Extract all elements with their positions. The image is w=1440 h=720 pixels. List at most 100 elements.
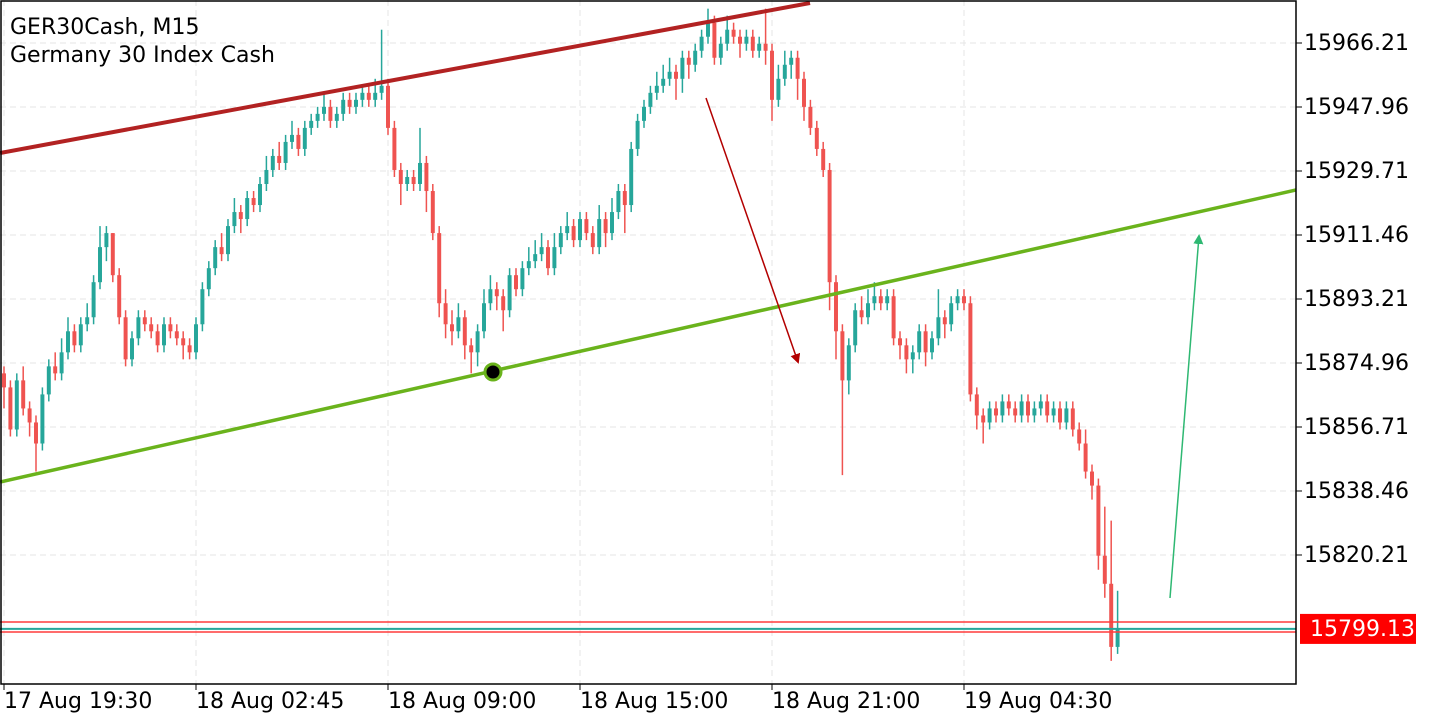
candle-body xyxy=(309,120,314,128)
candle-body xyxy=(552,247,557,269)
candle-body xyxy=(1109,583,1114,647)
candle-body xyxy=(693,50,698,65)
candle-body xyxy=(930,338,934,353)
candle-body xyxy=(360,92,365,100)
candle-body xyxy=(584,219,589,234)
candle-body xyxy=(123,317,128,360)
candle-body xyxy=(802,78,806,107)
candle-body xyxy=(155,331,160,346)
candle-body xyxy=(686,57,691,65)
candle-body xyxy=(398,169,403,185)
candle-body xyxy=(680,57,685,79)
candle-body xyxy=(936,317,941,339)
candle-body xyxy=(738,36,742,44)
candle-body xyxy=(418,162,422,185)
candle-body xyxy=(731,29,736,37)
x-tick-label: 19 Aug 04:30 xyxy=(964,689,1112,714)
candle-body xyxy=(955,296,960,304)
candle-body xyxy=(437,233,442,304)
candle-body xyxy=(232,212,237,227)
candle-body xyxy=(14,380,19,430)
candle-body xyxy=(1019,401,1024,416)
candle-body xyxy=(238,212,243,220)
y-tick-label: 15947.96 xyxy=(1304,95,1409,120)
candle-body xyxy=(661,78,666,86)
candle-body xyxy=(603,219,608,234)
candle-body xyxy=(392,127,397,170)
candle-body xyxy=(885,296,890,304)
candle-body xyxy=(354,99,358,107)
candle-body xyxy=(270,155,275,170)
candle-body xyxy=(942,317,947,325)
candle-body xyxy=(142,317,147,325)
candle-body xyxy=(565,226,570,234)
candle-body xyxy=(795,57,800,79)
candle-body xyxy=(846,345,851,381)
candle-body xyxy=(1006,401,1011,409)
candle-body xyxy=(520,268,525,290)
candle-body xyxy=(424,162,429,192)
candle-body xyxy=(200,289,205,325)
candle-body xyxy=(514,275,518,290)
candle-body xyxy=(834,282,838,332)
candle-body xyxy=(213,247,218,269)
candle-body xyxy=(718,43,723,58)
chart-title: GER30Cash, M15 xyxy=(10,15,199,40)
candle-body xyxy=(53,366,58,374)
candle-body xyxy=(482,303,486,332)
x-tick-label: 18 Aug 21:00 xyxy=(772,689,920,714)
x-tick-label: 18 Aug 15:00 xyxy=(580,689,728,714)
resistance-trendline xyxy=(0,1,811,155)
candle-body xyxy=(526,261,531,269)
candle-body xyxy=(674,71,678,79)
y-tick-label: 15911.46 xyxy=(1304,223,1409,248)
candle-body xyxy=(283,141,288,163)
candle-body xyxy=(629,148,634,206)
candle-body xyxy=(1026,401,1030,416)
candle-body xyxy=(315,113,320,121)
candle-body xyxy=(635,120,640,149)
candle-body xyxy=(21,380,26,409)
candle-body xyxy=(507,275,512,311)
x-tick-label: 17 Aug 19:30 xyxy=(4,689,152,714)
candle-body xyxy=(654,85,659,93)
candle-body xyxy=(206,268,211,290)
y-tick-label: 15856.71 xyxy=(1304,415,1409,440)
candle-body xyxy=(245,198,250,220)
current-price-box xyxy=(1300,613,1416,644)
candle-body xyxy=(1013,408,1018,416)
candle-body xyxy=(546,247,550,269)
candle-body xyxy=(571,226,576,241)
candle-body xyxy=(712,22,717,58)
candle-body xyxy=(1090,471,1094,486)
candle-body xyxy=(821,148,826,170)
candle-body xyxy=(328,106,333,121)
candle-body xyxy=(27,408,32,423)
candle-body xyxy=(411,176,416,185)
candle-body xyxy=(290,134,294,142)
candle-body xyxy=(853,310,858,346)
candle-body xyxy=(808,106,813,128)
candle-body xyxy=(1064,408,1069,423)
candle-body xyxy=(1096,485,1101,556)
candle-body xyxy=(488,289,493,304)
candle-body xyxy=(1083,443,1088,472)
candle-body xyxy=(226,226,230,255)
y-tick-label: 15820.21 xyxy=(1304,543,1409,568)
candle-body xyxy=(258,184,262,206)
candle-body xyxy=(782,64,787,79)
candle-body xyxy=(2,373,6,388)
candle-body xyxy=(40,394,45,444)
candle-body xyxy=(590,233,595,248)
candle-body xyxy=(302,127,307,149)
candle-body xyxy=(149,324,154,332)
candle-body xyxy=(1038,401,1043,409)
candle-body xyxy=(1102,555,1107,584)
up-arrow xyxy=(1169,234,1204,599)
candle-body xyxy=(987,408,992,423)
candle-body xyxy=(872,296,877,304)
candle-body xyxy=(117,275,122,318)
candle-body xyxy=(46,366,51,395)
